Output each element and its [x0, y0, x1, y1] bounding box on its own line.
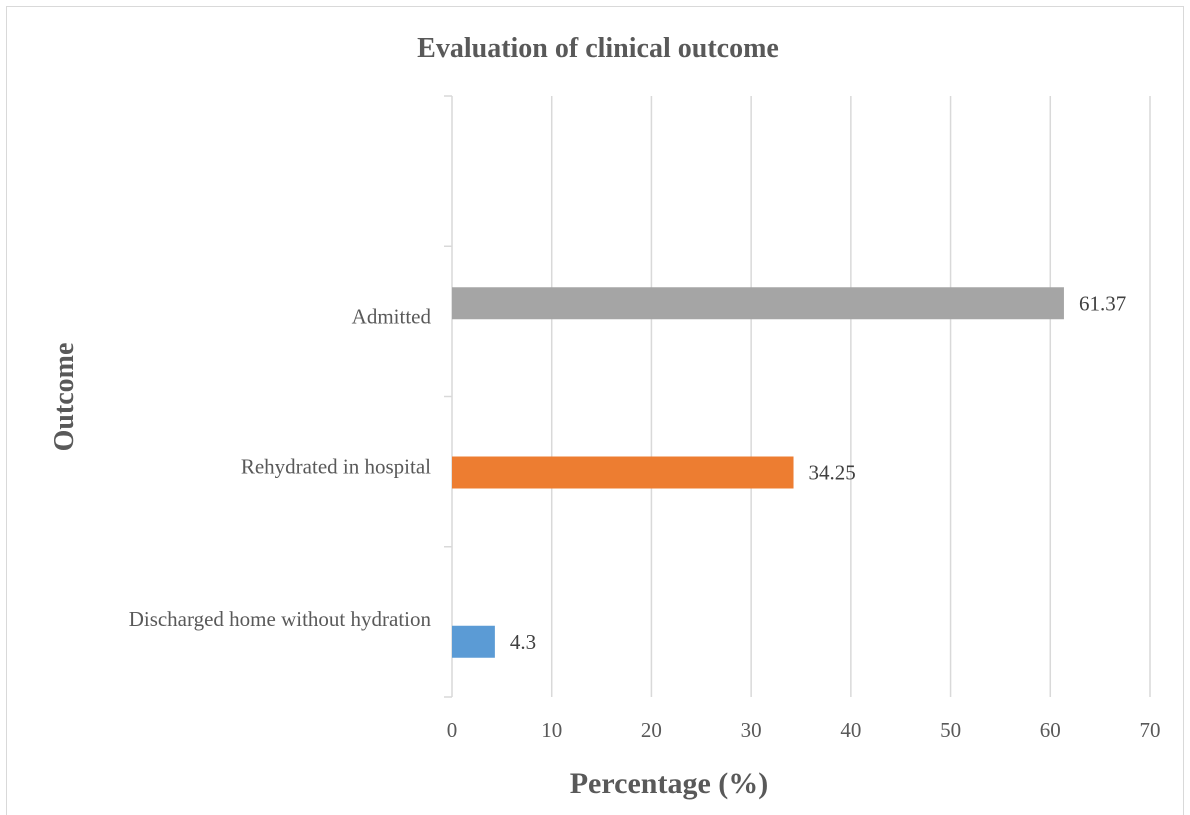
- y-axis-label: Outcome: [49, 343, 80, 452]
- x-tick-label: 10: [541, 718, 562, 742]
- x-tick-label: 50: [940, 718, 961, 742]
- x-tick-label: 70: [1140, 718, 1161, 742]
- chart-title: Evaluation of clinical outcome: [417, 33, 779, 64]
- x-tick-label: 60: [1040, 718, 1061, 742]
- category-labels: Admitted Rehydrated in hospital Discharged…: [129, 304, 432, 631]
- x-tick-labels: 0 10 20 30 40 50 60 70: [447, 718, 1161, 742]
- category-label: Rehydrated in hospital: [241, 455, 431, 479]
- gridlines: [550, 96, 1151, 697]
- category-label: Admitted: [352, 304, 432, 328]
- data-label: 4.3: [510, 630, 536, 654]
- bars: [452, 287, 1064, 658]
- y-axis: [444, 95, 453, 698]
- category-label: Discharged home without hydration: [129, 607, 432, 631]
- x-tick-label: 40: [840, 718, 861, 742]
- x-tick-label: 0: [447, 718, 458, 742]
- x-tick-label: 20: [641, 718, 662, 742]
- data-label: 34.25: [809, 461, 856, 485]
- chart-frame: [6, 6, 1184, 815]
- bar: [452, 625, 495, 658]
- bar: [452, 456, 794, 489]
- data-label: 61.37: [1079, 291, 1126, 315]
- x-axis-label: Percentage (%): [570, 767, 769, 800]
- data-labels: 61.37 34.25 4.3: [510, 291, 1126, 654]
- bar: [452, 287, 1064, 320]
- x-tick-label: 30: [741, 718, 762, 742]
